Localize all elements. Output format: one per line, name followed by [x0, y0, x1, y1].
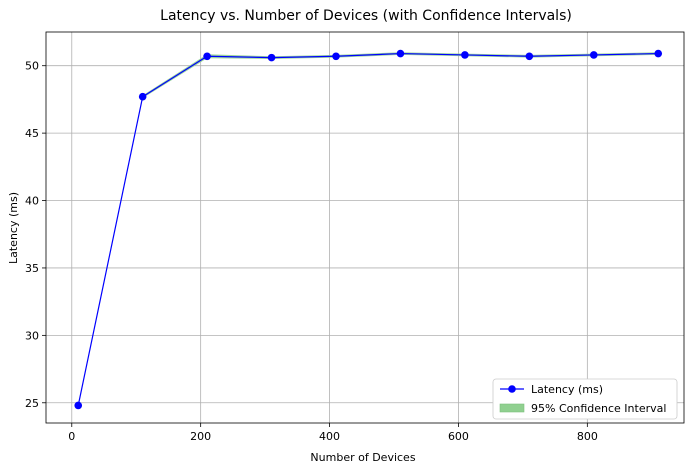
y-tick-label: 45: [25, 127, 39, 140]
data-point: [267, 53, 276, 62]
data-point: [74, 401, 83, 410]
y-axis-ticks: 25 30 35 40 45 50: [25, 60, 46, 410]
data-point: [396, 49, 405, 58]
legend-label-latency: Latency (ms): [531, 383, 603, 396]
y-tick-label: 30: [25, 329, 39, 342]
x-tick-label: 0: [68, 430, 75, 443]
latency-line: [77, 52, 659, 406]
x-tick-label: 600: [448, 430, 469, 443]
y-tick-label: 40: [25, 195, 39, 208]
x-axis-ticks: 0 200 400 600 800: [68, 423, 598, 443]
legend-box: [492, 378, 678, 420]
data-point: [138, 92, 147, 101]
y-tick-label: 25: [25, 397, 39, 410]
confidence-band: [78, 52, 659, 407]
x-tick-label: 400: [319, 430, 340, 443]
legend-band-swatch: [499, 403, 525, 413]
data-point: [525, 52, 534, 61]
legend-marker-swatch: [508, 385, 516, 393]
chart-title: Latency vs. Number of Devices (with Conf…: [160, 8, 572, 24]
data-point: [654, 49, 663, 58]
y-axis-label: Latency (ms): [7, 192, 20, 264]
x-tick-label: 800: [577, 430, 598, 443]
x-tick-label: 200: [190, 430, 211, 443]
y-tick-label: 50: [25, 60, 39, 73]
data-point: [332, 52, 340, 61]
legend: Latency (ms) 95% Confidence Interval: [492, 378, 678, 420]
x-axis-label: Number of Devices: [310, 451, 415, 464]
plot-frame: [45, 31, 685, 424]
data-point: [461, 51, 469, 59]
data-point: [203, 52, 211, 61]
grid: [46, 32, 684, 423]
y-tick-label: 35: [25, 262, 39, 275]
latency-points: [74, 49, 663, 410]
data-point: [589, 51, 598, 59]
legend-label-ci: 95% Confidence Interval: [531, 402, 666, 415]
